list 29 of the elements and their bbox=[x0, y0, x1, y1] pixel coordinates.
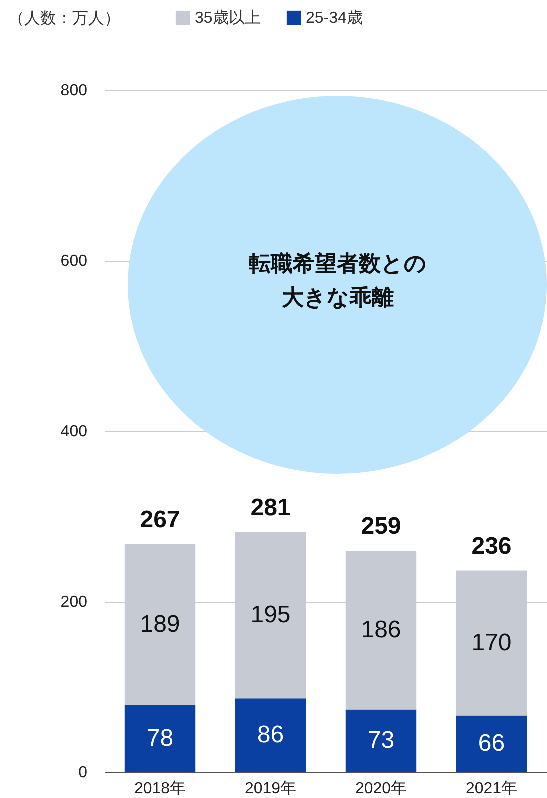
legend-label: 35歳以上 bbox=[195, 9, 261, 27]
x-tick-label: 2021年 bbox=[466, 780, 518, 798]
data-label: 66 bbox=[478, 730, 506, 757]
y-tick-label: 200 bbox=[60, 594, 88, 611]
bar bbox=[124, 706, 196, 772]
bar bbox=[235, 698, 306, 772]
x-tick-label: 2020年 bbox=[355, 780, 408, 798]
x-tick-label: 2018年 bbox=[134, 780, 186, 798]
data-label: 195 bbox=[250, 602, 291, 629]
total-label: 267 bbox=[140, 506, 180, 534]
y-tick-label: 400 bbox=[60, 424, 88, 440]
bar bbox=[456, 716, 528, 772]
x-tick-label: 2019年 bbox=[244, 780, 297, 798]
bar bbox=[346, 710, 417, 772]
y-axis-title: （人数：万人） bbox=[8, 10, 120, 28]
data-label: 186 bbox=[361, 616, 402, 644]
total-label: 236 bbox=[472, 532, 512, 560]
data-label: 170 bbox=[472, 629, 512, 656]
y-tick-label: 600 bbox=[60, 253, 88, 270]
total-label: 281 bbox=[250, 494, 291, 522]
data-label: 73 bbox=[368, 726, 395, 754]
data-label: 86 bbox=[257, 721, 284, 748]
total-label: 259 bbox=[361, 513, 402, 540]
y-tick-label: 800 bbox=[60, 82, 88, 100]
data-label: 189 bbox=[140, 610, 180, 638]
annotation: 転職希望者数との大きな乖離 bbox=[248, 251, 428, 313]
legend-label: 25-34歳 bbox=[306, 9, 363, 27]
data-label: 78 bbox=[146, 724, 174, 752]
y-tick-label: 0 bbox=[78, 764, 88, 782]
